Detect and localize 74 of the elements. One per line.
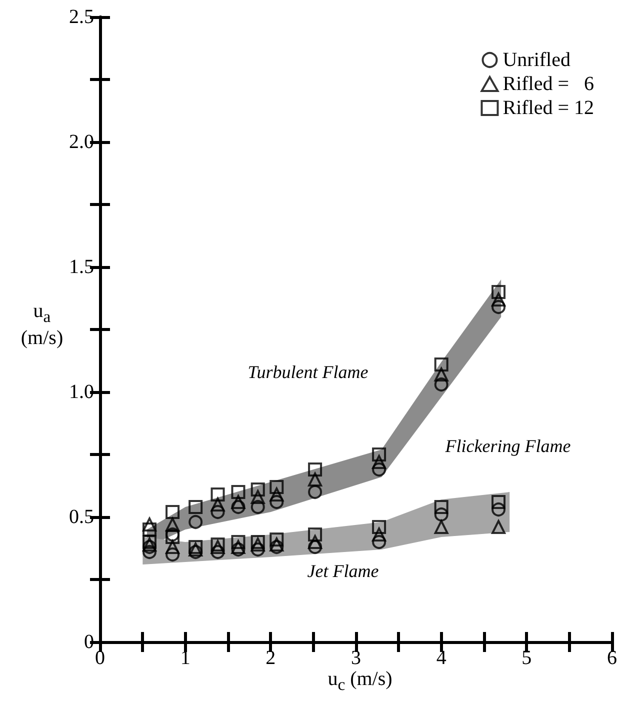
y-axis-title: u$_{a}$ (m/s) [20, 300, 64, 350]
legend-label: Unrifled [502, 49, 570, 71]
x-axis-title: u$_{c}$ (m/s) [326, 668, 394, 695]
point [166, 518, 180, 532]
annotation: Turbulent Flame [248, 362, 368, 382]
point [210, 538, 225, 552]
point [250, 482, 265, 496]
legend-label: Rifled = 6 [502, 73, 594, 95]
point [250, 542, 265, 556]
point [250, 535, 265, 549]
point [434, 378, 448, 392]
point [250, 538, 265, 552]
point [166, 505, 180, 519]
point [210, 545, 225, 559]
point [492, 292, 506, 306]
point [250, 500, 265, 514]
point [372, 535, 386, 549]
point [142, 538, 156, 552]
point [188, 500, 203, 514]
point [188, 542, 203, 556]
point [372, 528, 386, 542]
point [188, 540, 203, 554]
point [231, 495, 246, 509]
point [142, 545, 156, 559]
point [434, 358, 448, 372]
annotation: Flickering Flame [444, 436, 571, 456]
point [250, 490, 265, 504]
x-tick-label: 4 [436, 647, 446, 669]
point [372, 448, 386, 462]
point [492, 520, 506, 534]
point [210, 488, 225, 502]
point [166, 528, 180, 542]
point [210, 498, 225, 512]
point [308, 540, 322, 554]
point [434, 368, 448, 382]
point [270, 540, 284, 554]
point [492, 502, 506, 516]
point [372, 462, 386, 476]
point [492, 300, 506, 314]
point [372, 455, 386, 469]
point [231, 540, 246, 554]
point [434, 500, 448, 514]
point [270, 538, 284, 552]
point [308, 485, 322, 499]
point [308, 528, 322, 542]
point [142, 540, 156, 554]
point [210, 540, 225, 554]
point [308, 535, 322, 549]
point [434, 508, 448, 522]
point [308, 462, 322, 476]
point [308, 472, 322, 486]
point [231, 485, 246, 499]
point [166, 530, 180, 544]
point [270, 495, 284, 509]
point [231, 500, 246, 514]
point [166, 540, 180, 554]
point [188, 515, 203, 529]
point [434, 520, 448, 534]
point [492, 495, 506, 509]
point [270, 480, 284, 494]
point [142, 535, 156, 549]
point [166, 548, 180, 562]
point [142, 518, 156, 532]
point [231, 542, 246, 556]
point [270, 488, 284, 502]
point [142, 522, 156, 536]
point [210, 505, 225, 519]
point [372, 520, 386, 534]
point [188, 545, 203, 559]
legend-label: Rifled = 12 [502, 97, 594, 119]
point [492, 285, 506, 299]
annotation: Jet Flame [307, 561, 379, 581]
point [270, 532, 284, 546]
point [231, 535, 246, 549]
